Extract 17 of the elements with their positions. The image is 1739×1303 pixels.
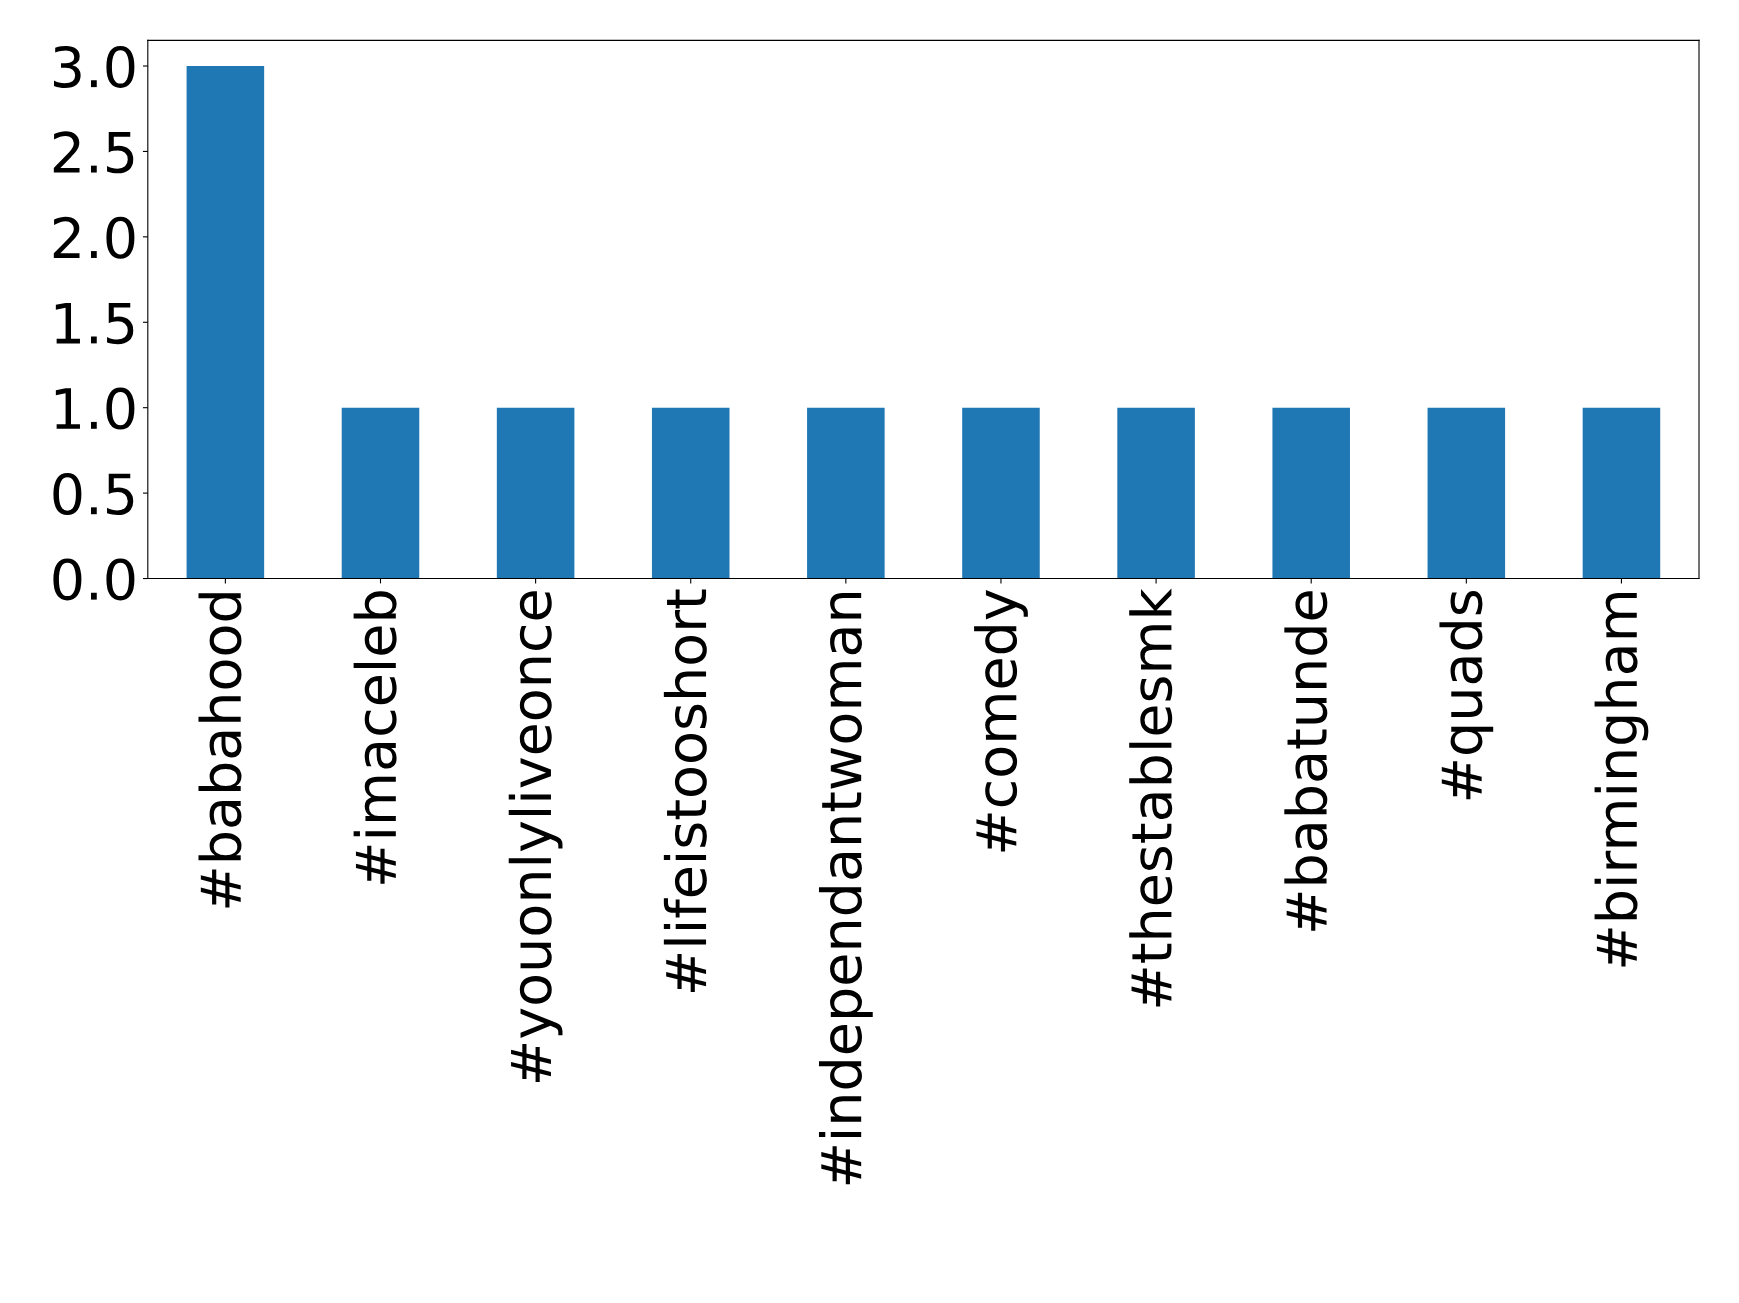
y-tick-label: 0.5 xyxy=(53,472,134,516)
y-tick-label: 0.0 xyxy=(53,558,135,601)
x-tick-label: #babahood xyxy=(198,593,242,908)
x-tick-label: #thestablesmk xyxy=(1129,588,1173,1007)
x-tick-label: #youonlyliveonce xyxy=(508,591,563,1082)
x-tick-label: #lifeistooshort xyxy=(663,589,707,993)
x-tick-label: #quads xyxy=(1439,590,1494,800)
y-tick-label: 1.0 xyxy=(55,387,135,430)
y-tick-label: 3.0 xyxy=(53,45,135,88)
x-tick-label: #comedy xyxy=(974,589,1028,852)
y-tick-label: 1.5 xyxy=(55,302,134,345)
x-tick-label: #birmingham xyxy=(1594,592,1649,967)
y-tick-label: 2.0 xyxy=(53,216,135,259)
x-tick-label: #independantwoman xyxy=(818,592,873,1185)
y-tick-label: 2.5 xyxy=(53,131,134,174)
x-tick-label: #babatunde xyxy=(1284,591,1328,931)
x-tick-label: #imaceleb xyxy=(353,591,397,884)
